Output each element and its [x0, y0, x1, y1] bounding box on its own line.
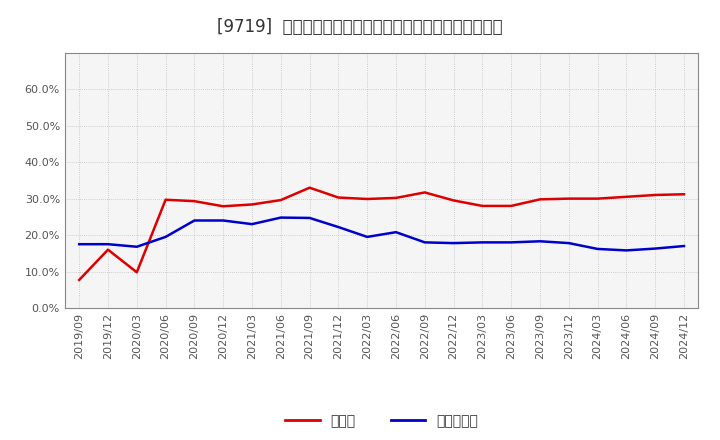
Text: [9719]  現頲金、有利子負債の総資産に対する比率の推移: [9719] 現頲金、有利子負債の総資産に対する比率の推移	[217, 18, 503, 36]
Legend: 現頲金, 有利子負債: 現頲金, 有利子負債	[279, 409, 484, 434]
